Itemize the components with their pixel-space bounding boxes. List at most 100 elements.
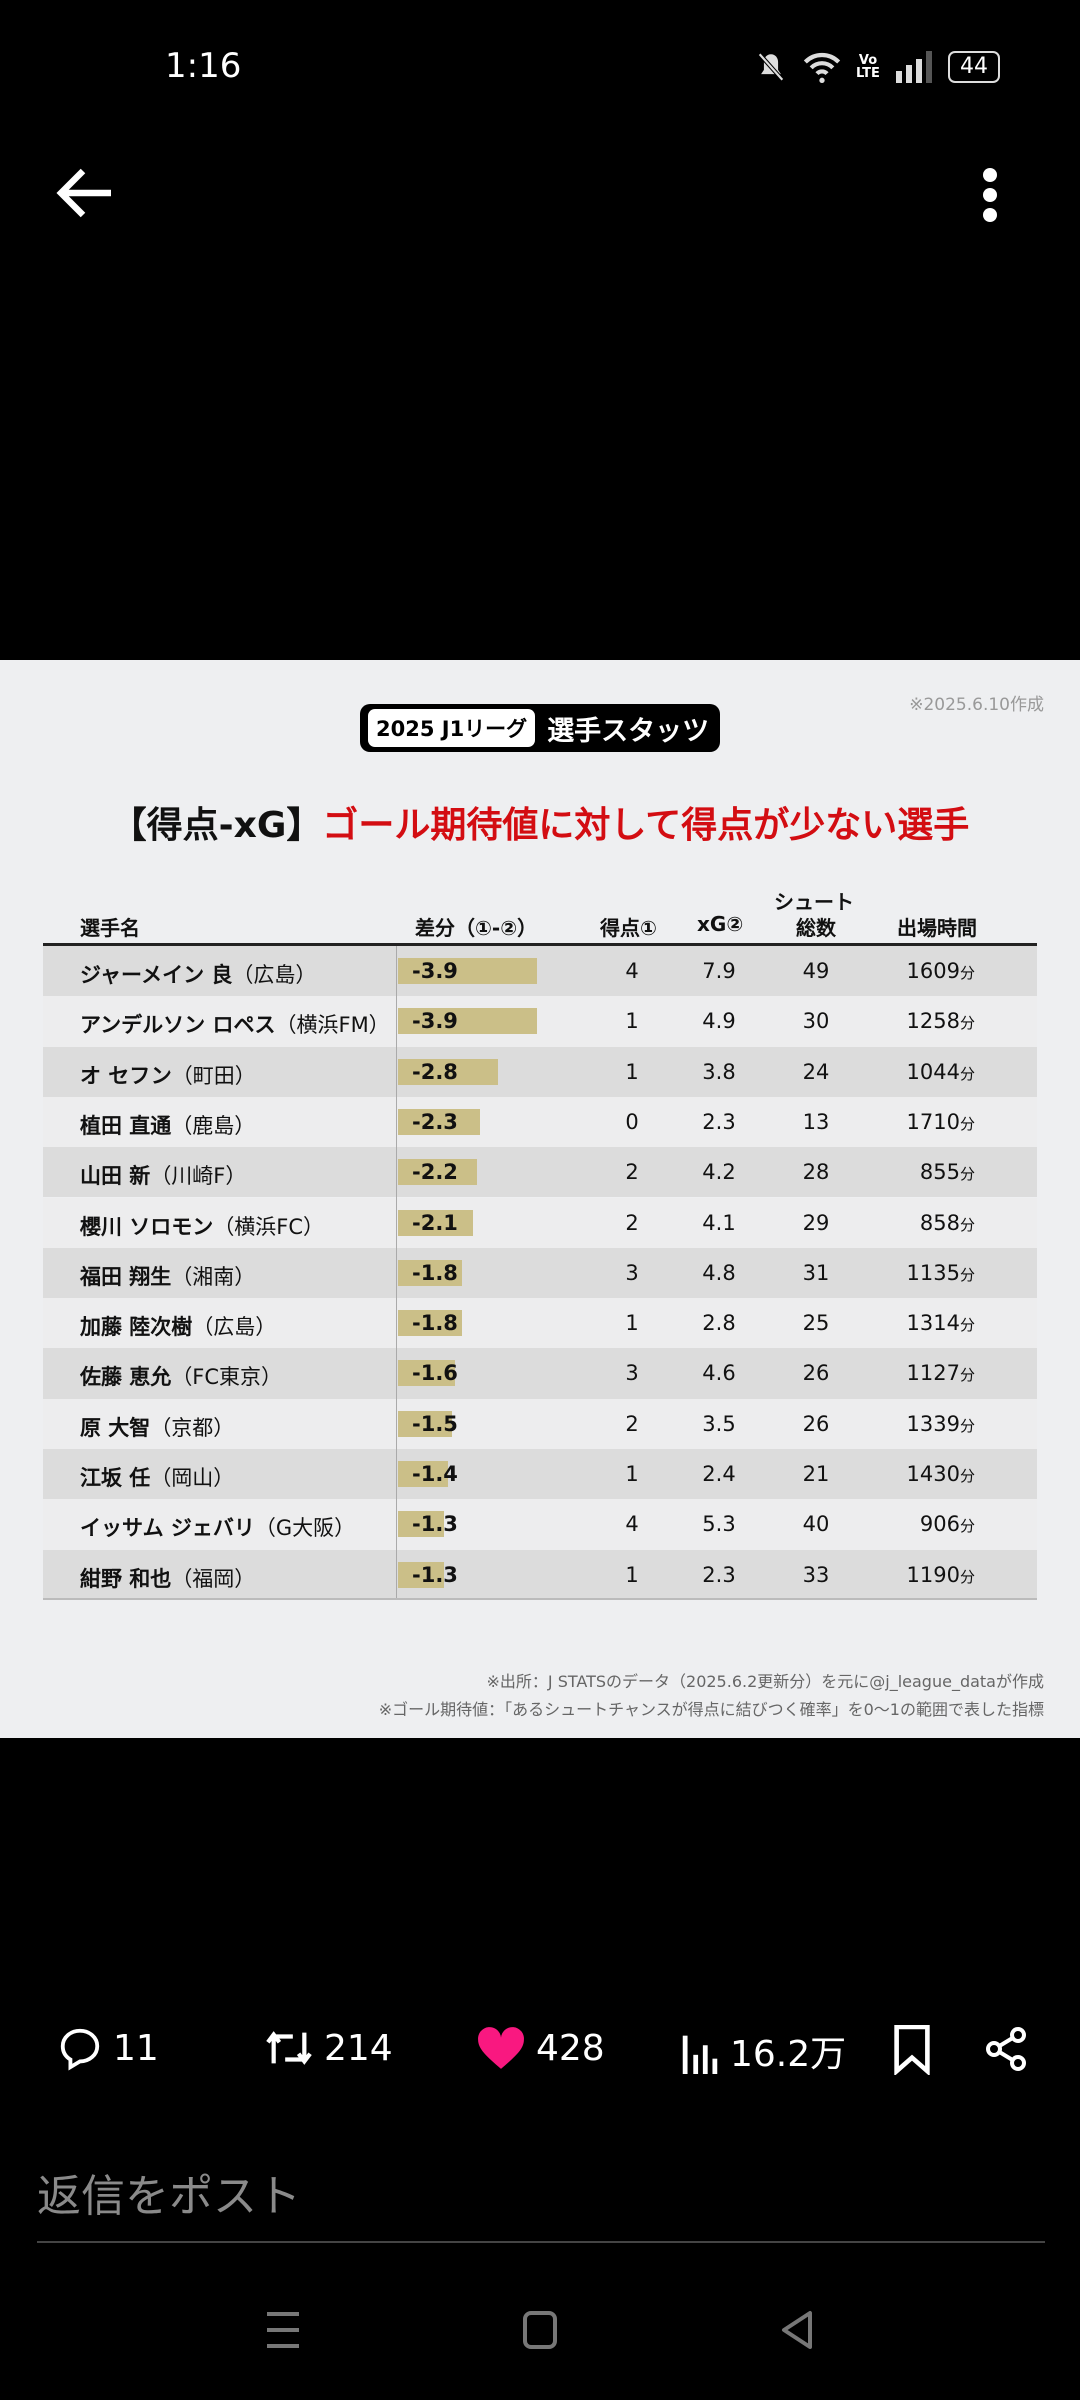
- header-shots-1: シュート: [774, 890, 854, 914]
- minutes-value: 1430分: [907, 1462, 975, 1486]
- minutes-unit: 分: [959, 1064, 975, 1083]
- repost-button[interactable]: 214: [264, 2025, 393, 2071]
- share-icon[interactable]: [982, 2025, 1030, 2073]
- diff-bar: [398, 1108, 481, 1135]
- minutes-unit: 分: [959, 1215, 975, 1234]
- table-row: オ セフン（町田） -2.8 1 3.8 24 1044分: [43, 1046, 1037, 1097]
- reply-button[interactable]: 11: [57, 2025, 159, 2071]
- minutes-unit: 分: [959, 1265, 975, 1284]
- table-row: 佐藤 恵允（FC東京） -1.6 3 4.6 26 1127分: [43, 1348, 1037, 1399]
- home-icon[interactable]: [522, 2310, 558, 2350]
- repost-count: 214: [324, 2027, 393, 2069]
- shots-value: 21: [802, 1462, 830, 1486]
- minutes-value: 906分: [920, 1512, 975, 1536]
- player-name-text: ジャーメイン 良: [80, 963, 233, 987]
- battery-indicator: 44: [948, 51, 1000, 83]
- table-row: 原 大智（京都） -1.5 2 3.5 26 1339分: [43, 1398, 1037, 1449]
- diff-bar: [398, 1511, 445, 1538]
- player-team: （FC東京）: [171, 1365, 283, 1390]
- player-name: 原 大智（京都）: [80, 1412, 234, 1442]
- minutes-value: 1339分: [907, 1412, 975, 1436]
- reply-input-underline: [37, 2241, 1045, 2243]
- table-row: イッサム ジェバリ（G大阪） -1.3 4 5.3 40 906分: [43, 1499, 1037, 1550]
- badge-league: 2025 J1リーグ: [368, 709, 536, 747]
- reply-input[interactable]: 返信をポスト: [37, 2171, 301, 2222]
- post-image[interactable]: ※2025.6.10作成 2025 J1リーグ 選手スタッツ 【得点-xG】ゴー…: [0, 660, 1080, 1738]
- status-icons: Vo LTE 44: [754, 50, 1000, 84]
- more-options-icon[interactable]: [975, 165, 1005, 225]
- repost-icon: [266, 2031, 312, 2065]
- player-name: 福田 翔生（湘南）: [80, 1261, 255, 1291]
- xg-definition-note: ※ゴール期待値：「あるシュートチャンスが得点に結びつく確率」を0〜1の範囲で表し…: [378, 1700, 1044, 1719]
- minutes-number: 1314: [906, 1311, 960, 1336]
- goals-value: 3: [625, 1361, 639, 1386]
- xg-value: 7.9: [702, 959, 736, 983]
- minutes-value: 1314分: [907, 1311, 975, 1335]
- minutes-unit: 分: [959, 1114, 975, 1133]
- shots-value: 28: [802, 1160, 830, 1185]
- minutes-unit: 分: [959, 964, 975, 982]
- player-team: （福岡）: [171, 1566, 256, 1591]
- diff-value: -2.3: [412, 1109, 458, 1134]
- goals-value: 4: [625, 1512, 639, 1537]
- goals-value: 3: [625, 1260, 639, 1285]
- table-row: ジャーメイン 良（広島） -3.9 4 7.9 49 1609分: [43, 946, 1037, 997]
- minutes-unit: 分: [959, 1316, 975, 1335]
- like-button[interactable]: 428: [476, 2025, 605, 2071]
- diff-bar: [398, 1561, 445, 1588]
- header-goals: 得点①: [600, 916, 657, 940]
- table-row: 福田 翔生（湘南） -1.8 3 4.8 31 1135分: [43, 1247, 1037, 1299]
- table-row: 植田 直通（鹿島） -2.3 0 2.3 13 1710分: [43, 1096, 1037, 1148]
- player-team: （町田）: [171, 1063, 256, 1088]
- player-team: （G大阪）: [254, 1516, 356, 1541]
- shots-value: 25: [802, 1311, 830, 1336]
- minutes-value: 1135分: [907, 1261, 975, 1285]
- diff-bar: [398, 1058, 498, 1085]
- source-note: ※出所：J STATSのデータ（2025.6.2更新分）を元に@j_league…: [486, 1672, 1044, 1691]
- minutes-number: 855: [919, 1160, 960, 1185]
- player-team: （横浜FC）: [213, 1214, 325, 1239]
- player-team: （広島）: [192, 1315, 277, 1340]
- comment-icon: [60, 2028, 100, 2071]
- table-row: 山田 新（川崎F） -2.2 2 4.2 28 855分: [43, 1147, 1037, 1198]
- player-name-text: イッサム ジェバリ: [80, 1516, 255, 1541]
- back-arrow-icon[interactable]: [55, 165, 115, 221]
- diff-value: -2.8: [412, 1059, 458, 1084]
- shots-value: 29: [802, 1210, 830, 1235]
- back-nav-icon[interactable]: [780, 2310, 816, 2350]
- xg-value: 2.3: [702, 1109, 736, 1134]
- minutes-unit: 分: [959, 1366, 975, 1385]
- minutes-number: 1258: [906, 1009, 960, 1034]
- minutes-value: 1127分: [907, 1361, 975, 1385]
- minutes-value: 855分: [920, 1160, 975, 1184]
- views-button[interactable]: 16.2万: [680, 2025, 846, 2077]
- bookmark-icon[interactable]: [892, 2025, 932, 2075]
- minutes-unit: 分: [959, 1416, 975, 1435]
- table-bottom-divider: [43, 1598, 1037, 1600]
- like-count: 428: [536, 2027, 605, 2069]
- table-row: 江坂 任（岡山） -1.4 1 2.4 21 1430分: [43, 1449, 1037, 1500]
- diff-value: -3.9: [412, 1009, 458, 1034]
- minutes-number: 1339: [906, 1411, 960, 1436]
- minutes-number: 906: [919, 1512, 960, 1537]
- recent-apps-icon[interactable]: [265, 2310, 301, 2350]
- player-team: （京都）: [150, 1415, 235, 1440]
- player-name: ジャーメイン 良（広島）: [80, 959, 316, 989]
- column-divider: [396, 946, 397, 1600]
- goals-value: 4: [625, 959, 639, 983]
- minutes-value: 1609分: [907, 959, 975, 983]
- league-badge: 2025 J1リーグ 選手スタッツ: [360, 704, 720, 752]
- shots-value: 26: [802, 1361, 830, 1386]
- minutes-unit: 分: [959, 1567, 975, 1586]
- shots-value: 49: [802, 959, 830, 983]
- player-name: 佐藤 恵允（FC東京）: [80, 1361, 282, 1391]
- player-name-text: 福田 翔生: [80, 1264, 172, 1289]
- diff-value: -1.8: [412, 1260, 458, 1285]
- goals-value: 1: [625, 1009, 639, 1034]
- diff-bar: [398, 1360, 456, 1387]
- player-name: 江坂 任（岡山）: [80, 1462, 234, 1492]
- header-name: 選手名: [80, 916, 140, 940]
- views-chart-icon: [682, 2035, 718, 2074]
- bell-muted-icon: [758, 52, 784, 82]
- goals-value: 2: [625, 1160, 639, 1185]
